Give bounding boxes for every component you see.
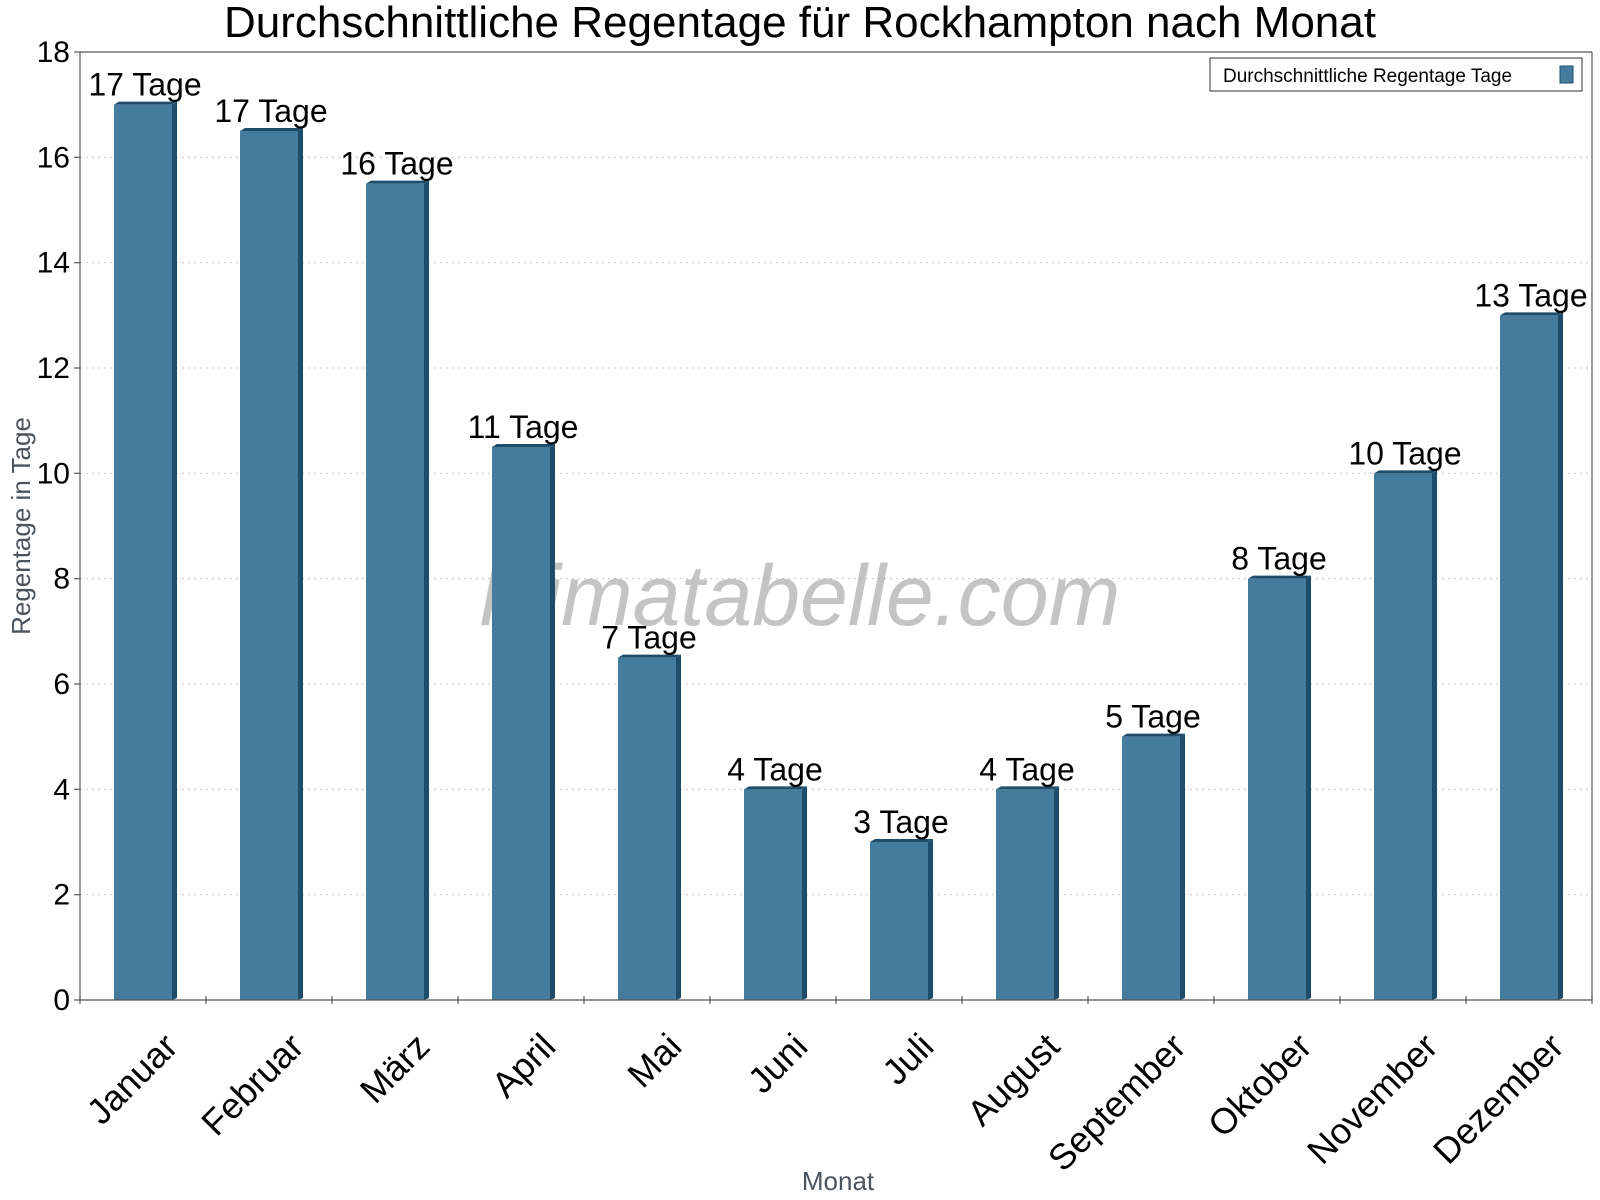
bar-top bbox=[618, 654, 681, 658]
bar-side bbox=[1558, 312, 1563, 1000]
x-tick-label: Oktober bbox=[1200, 1025, 1320, 1145]
bar-top bbox=[1122, 733, 1185, 737]
bar-front bbox=[492, 447, 550, 1000]
bar-side bbox=[424, 180, 429, 1000]
bar-top bbox=[1248, 575, 1311, 579]
bar-top bbox=[114, 101, 177, 105]
bar-4 bbox=[492, 444, 555, 1000]
bar-front bbox=[1248, 578, 1306, 1000]
bar-top bbox=[492, 444, 555, 447]
bar-front bbox=[618, 657, 676, 1000]
data-label: 16 Tage bbox=[340, 146, 453, 182]
y-tick-label: 2 bbox=[53, 879, 70, 912]
bar-top bbox=[996, 786, 1059, 790]
data-labels: 17 Tage 17 Tage 16 Tage 11 Tage 7 Tage 4 Tage… bbox=[88, 67, 1587, 840]
bar-10 bbox=[1248, 575, 1311, 1000]
y-tick-label: 12 bbox=[37, 352, 70, 385]
bar-top bbox=[240, 128, 303, 131]
bar-side bbox=[550, 444, 555, 1000]
legend-box bbox=[1209, 57, 1583, 92]
y-tick-label: 16 bbox=[37, 141, 70, 174]
bar-side bbox=[1432, 470, 1437, 1000]
chart-title: Durchschnittliche Regentage für Rockhamp… bbox=[224, 0, 1376, 47]
bar-11 bbox=[1374, 470, 1437, 1000]
y-ticks: 0 2 4 6 8 10 12 14 16 18 bbox=[37, 36, 80, 1017]
bar-2 bbox=[240, 128, 303, 1000]
bar-side bbox=[802, 786, 807, 1000]
bar-8 bbox=[996, 786, 1059, 1000]
axes bbox=[79, 51, 1593, 1001]
y-tick-label: 6 bbox=[53, 668, 70, 701]
bar-side bbox=[1180, 733, 1185, 1000]
bar-front bbox=[1122, 736, 1180, 1000]
bar-top bbox=[1500, 312, 1563, 316]
bar-side bbox=[676, 654, 681, 1000]
data-label: 11 Tage bbox=[468, 409, 579, 445]
y-tick-label: 4 bbox=[53, 773, 70, 806]
bar-5 bbox=[618, 654, 681, 1000]
bar-front bbox=[114, 104, 172, 1000]
x-tick-label: Juni bbox=[740, 1025, 816, 1101]
y-tick-label: 14 bbox=[37, 247, 70, 280]
bar-7 bbox=[870, 839, 933, 1000]
y-axis-title: Regentage in Tage bbox=[6, 417, 36, 635]
data-label: 3 Tage bbox=[853, 804, 949, 840]
x-tick-label: Juli bbox=[874, 1025, 941, 1092]
bar-front bbox=[240, 131, 298, 1000]
bar-3 bbox=[366, 180, 429, 1000]
x-tick-label: Dezember bbox=[1425, 1025, 1571, 1171]
y-tick-label: 10 bbox=[37, 457, 70, 490]
x-tick-label: November bbox=[1299, 1025, 1445, 1171]
data-label: 8 Tage bbox=[1231, 541, 1327, 577]
grid-lines bbox=[80, 51, 1592, 896]
bar-top bbox=[744, 786, 807, 790]
bar-side bbox=[172, 101, 177, 1000]
bar-front bbox=[744, 789, 802, 1000]
y-tick-label: 18 bbox=[37, 36, 70, 69]
bar-9 bbox=[1122, 733, 1185, 1000]
data-label: 4 Tage bbox=[727, 751, 823, 787]
x-tick-label: Mai bbox=[619, 1025, 689, 1095]
legend: Durchschnittliche Regentage Tage bbox=[1209, 57, 1583, 92]
x-tick-label: Januar bbox=[79, 1025, 186, 1132]
x-tick-label: August bbox=[959, 1025, 1067, 1133]
data-label: 7 Tage bbox=[601, 620, 697, 656]
bar-front bbox=[996, 789, 1054, 1000]
bar-6 bbox=[744, 786, 807, 1000]
bar-side bbox=[1054, 786, 1059, 1000]
x-tick-label: März bbox=[352, 1025, 438, 1111]
x-tick-label: Februar bbox=[193, 1025, 311, 1143]
bar-front bbox=[870, 842, 928, 1000]
data-label: 5 Tage bbox=[1105, 699, 1201, 735]
data-label: 17 Tage bbox=[214, 93, 327, 129]
data-label: 17 Tage bbox=[88, 67, 201, 103]
x-tick-label: September bbox=[1040, 1025, 1194, 1179]
y-tick-label: 0 bbox=[53, 984, 70, 1017]
x-ticks: Januar Februar März April Mai Juni Juli AugustS… bbox=[79, 996, 1593, 1179]
bar-side bbox=[298, 128, 303, 1000]
legend-swatch bbox=[1559, 65, 1574, 84]
data-label: 4 Tage bbox=[979, 751, 1075, 787]
watermark: klimatabelle.com bbox=[480, 548, 1120, 644]
data-label: 10 Tage bbox=[1348, 435, 1461, 471]
bars bbox=[114, 101, 1563, 1000]
bar-front bbox=[366, 183, 424, 1000]
x-tick-label: April bbox=[483, 1025, 563, 1105]
bar-top bbox=[366, 180, 429, 184]
bar-top bbox=[1374, 470, 1437, 474]
bar-side bbox=[928, 839, 933, 1000]
bar-front bbox=[1374, 473, 1432, 1000]
x-axis-title: Monat bbox=[802, 1166, 875, 1196]
y-tick-label: 8 bbox=[53, 563, 70, 596]
data-label: 13 Tage bbox=[1474, 277, 1587, 313]
bar-1 bbox=[114, 101, 177, 1000]
legend-label: Durchschnittliche Regentage Tage bbox=[1223, 66, 1512, 87]
bar-top bbox=[870, 839, 933, 842]
bar-side bbox=[1306, 575, 1311, 1000]
bar-12 bbox=[1500, 312, 1563, 1000]
bar-front bbox=[1500, 315, 1558, 1000]
